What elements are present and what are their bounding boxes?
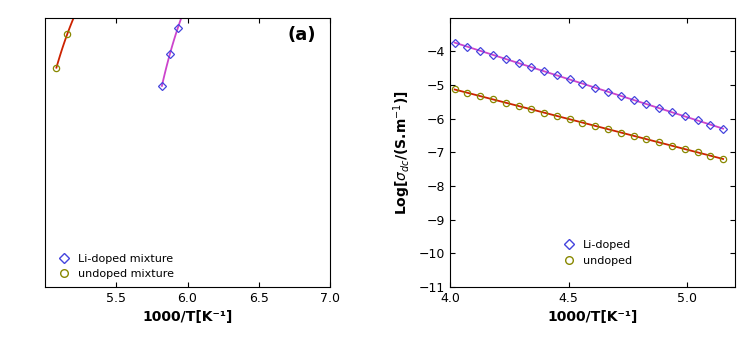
Legend: Li-doped, undoped: Li-doped, undoped (555, 238, 634, 268)
Text: (a): (a) (287, 26, 316, 44)
Legend: Li-doped mixture, undoped mixture: Li-doped mixture, undoped mixture (50, 251, 176, 281)
X-axis label: 1000/T[K⁻¹]: 1000/T[K⁻¹] (142, 310, 232, 324)
Y-axis label: Log[$\sigma_{dc}$/(S.m$^{-1}$)]: Log[$\sigma_{dc}$/(S.m$^{-1}$)] (392, 90, 413, 215)
X-axis label: 1000/T[K⁻¹]: 1000/T[K⁻¹] (548, 310, 638, 324)
